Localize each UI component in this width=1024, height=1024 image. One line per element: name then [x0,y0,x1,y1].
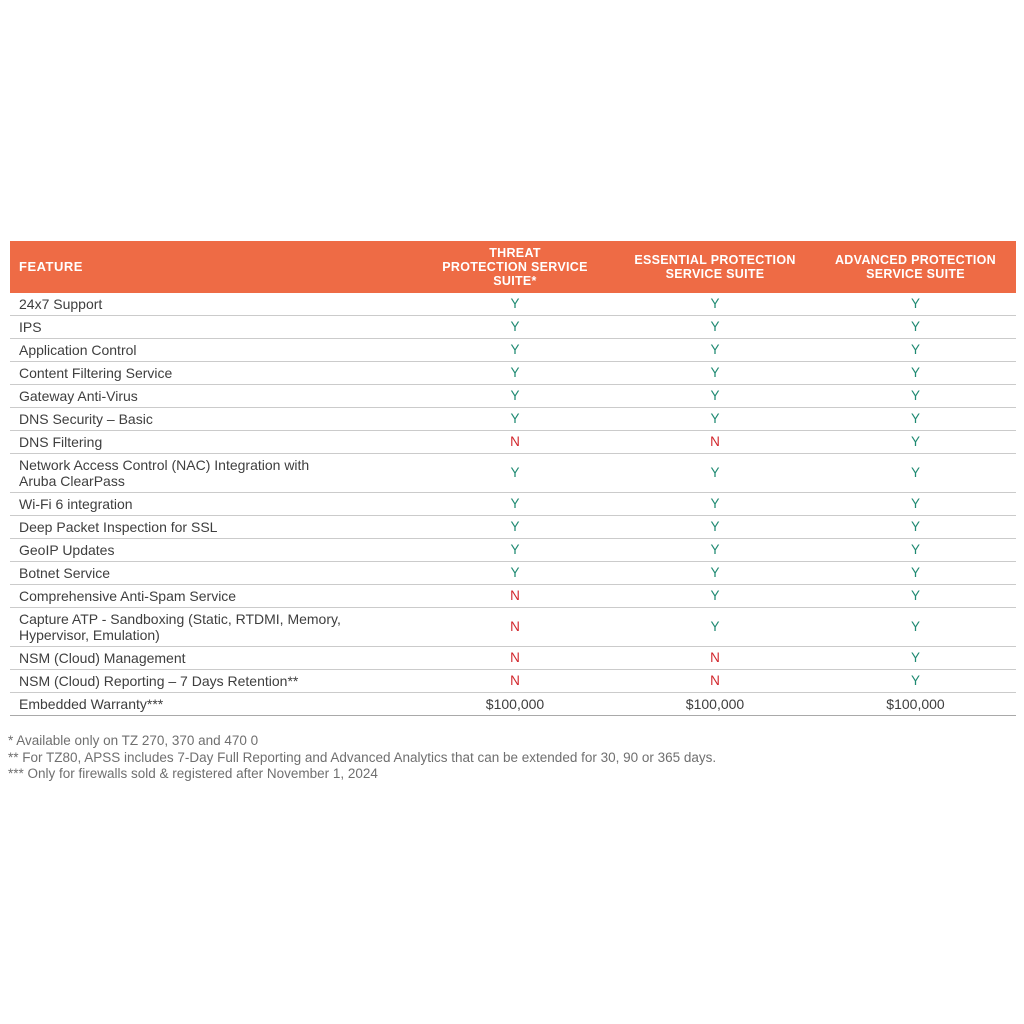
table-row: Deep Packet Inspection for SSL Y Y Y [10,516,1016,539]
feature-name: Wi-Fi 6 integration [19,496,133,512]
table-header-row: FEATURE THREAT PROTECTION SERVICE SUITE*… [10,241,1016,293]
feature-name: GeoIP Updates [19,542,115,558]
threat-suite-value: N [510,619,520,634]
feature-name: Capture ATP - Sandboxing (Static, RTDMI,… [19,611,341,643]
essential-suite-value: N [710,673,720,688]
essential-suite-value: $100,000 [685,696,745,712]
table-row: DNS Security – Basic Y Y Y [10,408,1016,431]
essential-suite-value: Y [710,365,720,380]
feature-name: 24x7 Support [19,296,103,312]
footnote: * Available only on TZ 270, 370 and 470 … [8,733,259,748]
threat-suite-value: $100,000 [485,696,545,712]
feature-name: Application Control [19,342,137,358]
feature-name: NSM (Cloud) Management [19,650,186,666]
essential-suite-value: Y [710,319,720,334]
threat-suite-value: Y [510,465,520,480]
table-row: NSM (Cloud) Reporting – 7 Days Retention… [10,670,1016,693]
advanced-suite-value: Y [910,319,920,334]
table-row: GeoIP Updates Y Y Y [10,539,1016,562]
essential-suite-value: Y [710,588,720,603]
feature-name: Deep Packet Inspection for SSL [19,519,218,535]
threat-suite-value: Y [510,388,520,403]
feature-comparison-table: FEATURE THREAT PROTECTION SERVICE SUITE*… [10,241,1016,716]
threat-suite-value: Y [510,296,520,311]
feature-name: IPS [19,319,42,335]
threat-suite-value: N [510,588,520,603]
advanced-suite-value: $100,000 [886,696,945,712]
threat-suite-value: Y [510,542,520,557]
advanced-suite-value: Y [910,565,920,580]
advanced-suite-value: Y [910,342,920,357]
threat-suite-value: N [510,673,520,688]
feature-name: Gateway Anti-Virus [19,388,138,404]
table-row: Embedded Warranty*** $100,000 $100,000 $… [10,693,1016,716]
advanced-suite-value: Y [910,411,920,426]
feature-name: Embedded Warranty*** [19,696,164,712]
feature-name: Network Access Control (NAC) Integration… [19,457,310,489]
table-row: NSM (Cloud) Management N N Y [10,647,1016,670]
essential-suite-value: N [710,650,720,665]
essential-suite-value: Y [710,342,720,357]
table-row: Gateway Anti-Virus Y Y Y [10,385,1016,408]
feature-name: Content Filtering Service [19,365,173,381]
table-row: Wi-Fi 6 integration Y Y Y [10,493,1016,516]
advanced-suite-value: Y [910,465,920,480]
feature-name: Botnet Service [19,565,111,581]
advanced-suite-value: Y [910,434,920,449]
advanced-suite-value: Y [910,296,920,311]
advanced-suite-value: Y [910,519,920,534]
table-body: 24x7 Support Y Y Y IPS Y Y Y Application… [10,293,1016,716]
advanced-suite-value: Y [910,673,920,688]
advanced-suite-value: Y [910,650,920,665]
essential-suite-value: Y [710,388,720,403]
column-header-advanced-protection-suite: ADVANCED PROTECTION SERVICE SUITE [834,253,997,281]
essential-suite-value: Y [710,465,720,480]
column-header-essential-protection-suite: ESSENTIAL PROTECTION SERVICE SUITE [634,253,796,281]
table-row: Application Control Y Y Y [10,339,1016,362]
essential-suite-value: Y [710,519,720,534]
threat-suite-value: Y [510,342,520,357]
advanced-suite-value: Y [910,542,920,557]
threat-suite-value: Y [510,365,520,380]
table-row: DNS Filtering N N Y [10,431,1016,454]
essential-suite-value: Y [710,619,720,634]
threat-suite-value: Y [510,319,520,334]
advanced-suite-value: Y [910,619,920,634]
advanced-suite-value: Y [910,365,920,380]
feature-name: DNS Filtering [19,434,103,450]
feature-name: Comprehensive Anti-Spam Service [19,588,237,604]
threat-suite-value: Y [510,496,520,511]
table-row: Comprehensive Anti-Spam Service N Y Y [10,585,1016,608]
essential-suite-value: Y [710,496,720,511]
advanced-suite-value: Y [910,496,920,511]
threat-suite-value: N [510,650,520,665]
column-header-feature: FEATURE [19,259,83,274]
footnote: ** For TZ80, APSS includes 7-Day Full Re… [8,749,717,765]
feature-name: DNS Security – Basic [19,411,153,427]
table-row: 24x7 Support Y Y Y [10,293,1016,316]
table-row: Network Access Control (NAC) Integration… [10,454,1016,493]
threat-suite-value: Y [510,565,520,580]
table-row: Content Filtering Service Y Y Y [10,362,1016,385]
essential-suite-value: N [710,434,720,449]
essential-suite-value: Y [710,411,720,426]
threat-suite-value: Y [510,411,520,426]
essential-suite-value: Y [710,565,720,580]
threat-suite-value: Y [510,519,520,534]
feature-name: NSM (Cloud) Reporting – 7 Days Retention… [19,673,299,689]
advanced-suite-value: Y [910,588,920,603]
essential-suite-value: Y [710,542,720,557]
table-row: Capture ATP - Sandboxing (Static, RTDMI,… [10,608,1016,647]
footnote: *** Only for firewalls sold & registered… [8,766,378,781]
table-row: Botnet Service Y Y Y [10,562,1016,585]
footnotes: * Available only on TZ 270, 370 and 470 … [8,733,1008,783]
threat-suite-value: N [510,434,520,449]
column-header-threat-protection-suite: THREAT PROTECTION SERVICE SUITE* [442,246,588,288]
advanced-suite-value: Y [910,388,920,403]
essential-suite-value: Y [710,296,720,311]
table-row: IPS Y Y Y [10,316,1016,339]
